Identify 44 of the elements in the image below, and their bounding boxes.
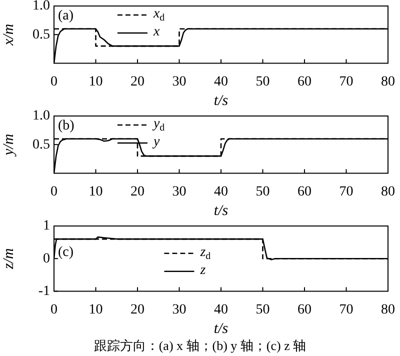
x-tick-label: 50: [256, 74, 270, 90]
y-tick-label: -1: [38, 284, 50, 299]
y-tick-label: 1.0: [32, 0, 50, 14]
y-tick-label: 0.5: [32, 27, 50, 42]
legend-label: z: [199, 263, 206, 278]
y-tick-label: 1.0: [32, 108, 50, 124]
x-tick-label: 50: [256, 184, 270, 200]
x-tick-label: 80: [381, 184, 395, 200]
x-tick-label: 30: [172, 184, 186, 200]
y-tick-label: 0: [43, 251, 50, 266]
annotation: (b): [58, 118, 75, 134]
y-axis-title: x/m: [0, 24, 17, 46]
text: 跟踪方向：(a) x 轴；(b) y 轴；(c) z 轴: [92, 338, 308, 354]
annotation: (c): [58, 245, 74, 260]
x-tick-label: 10: [88, 184, 103, 200]
y-axis-title: z/m: [0, 248, 17, 270]
legend-label: y: [151, 134, 160, 150]
x-tick-label: 60: [298, 302, 312, 318]
x-tick-label: 20: [130, 302, 144, 318]
x-tick-label: 10: [88, 74, 103, 90]
x-tick-label: 70: [339, 74, 354, 90]
x-tick-label: 40: [214, 74, 228, 90]
x-tick-label: 30: [172, 302, 186, 318]
x-tick-label: 20: [130, 184, 144, 200]
y-axis-title: y/m: [0, 134, 17, 158]
x-tick-label: 80: [381, 74, 395, 90]
x-tick-label: 70: [339, 184, 354, 200]
x-tick-label: 40: [214, 302, 228, 318]
x-tick-label: 70: [339, 302, 354, 318]
x-tick-label: 80: [381, 302, 395, 318]
x-tick-label: 60: [298, 74, 312, 90]
x-axis-title: t/s: [214, 320, 228, 337]
x-tick-label: 40: [214, 184, 228, 200]
y-tick-label: 0.5: [32, 137, 50, 152]
x-tick-label: 50: [256, 302, 270, 318]
x-tick-label: 30: [172, 74, 186, 90]
x-tick-label: 20: [130, 74, 144, 90]
annotation: (a): [58, 8, 74, 24]
y-tick-label: 1: [43, 218, 50, 234]
x-tick-label: 60: [298, 184, 312, 200]
x-axis-title: t/s: [214, 202, 228, 219]
legend-label: x: [152, 24, 160, 40]
x-axis-title: t/s: [214, 92, 228, 109]
x-tick-label: 10: [88, 302, 103, 318]
